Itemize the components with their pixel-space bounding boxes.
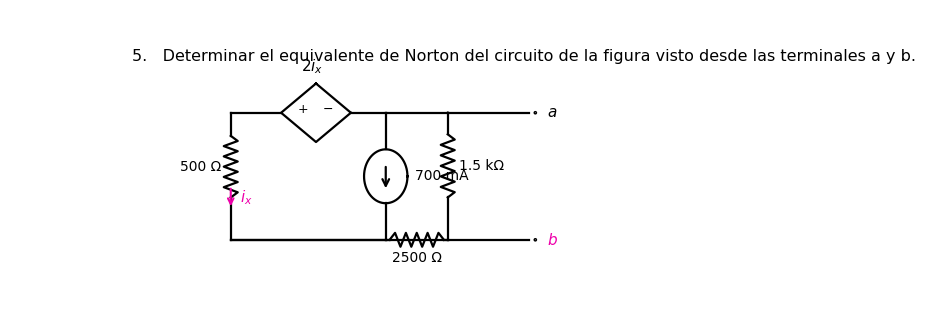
- Circle shape: [447, 239, 448, 240]
- Text: 2500 Ω: 2500 Ω: [392, 251, 441, 265]
- Text: 5.   Determinar el equivalente de Norton del circuito de la figura visto desde l: 5. Determinar el equivalente de Norton d…: [133, 49, 917, 64]
- Text: $b$: $b$: [547, 232, 558, 248]
- Text: $i_x$: $i_x$: [240, 188, 253, 207]
- Circle shape: [447, 112, 448, 113]
- Text: $a$: $a$: [547, 105, 557, 120]
- Text: −: −: [322, 103, 333, 116]
- Text: 700 mA: 700 mA: [415, 169, 469, 183]
- Text: +: +: [297, 103, 308, 116]
- Text: 1.5 kΩ: 1.5 kΩ: [459, 159, 505, 173]
- Text: 500 Ω: 500 Ω: [180, 160, 222, 174]
- Text: $2i_x$: $2i_x$: [301, 57, 323, 76]
- Circle shape: [350, 112, 351, 113]
- Circle shape: [385, 239, 386, 240]
